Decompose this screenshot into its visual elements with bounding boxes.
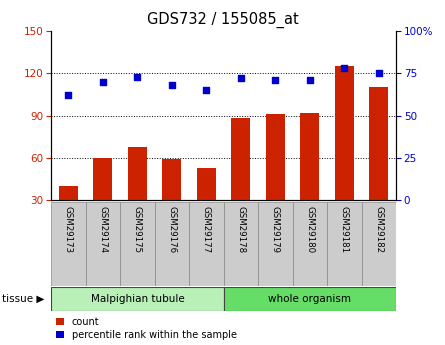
Point (237, 76, 244, 81)
Point (375, 71, 382, 76)
Bar (224, 287, 396, 310)
Text: whole organism: whole organism (268, 294, 352, 304)
Point (341, 66, 348, 71)
Bar (231, 118, 251, 242)
Point (65, 92, 72, 98)
Bar (128, 147, 147, 242)
Point (306, 77, 313, 83)
Bar (327, 202, 362, 286)
Bar (293, 202, 327, 286)
Bar (266, 114, 285, 242)
Text: GSM29178: GSM29178 (236, 206, 245, 253)
Text: GSM29176: GSM29176 (167, 206, 176, 253)
Bar (93, 158, 113, 242)
Bar (362, 202, 396, 286)
Point (272, 77, 279, 83)
Point (168, 82, 175, 88)
Bar (197, 168, 216, 242)
Point (203, 87, 210, 93)
Text: GSM29175: GSM29175 (133, 206, 142, 253)
Bar (258, 202, 293, 286)
Text: GSM29181: GSM29181 (340, 206, 349, 253)
Bar (162, 159, 182, 242)
Text: GSM29180: GSM29180 (305, 206, 314, 253)
Text: GSM29179: GSM29179 (271, 206, 280, 253)
Bar (51, 202, 85, 286)
Bar (120, 202, 155, 286)
Bar (51, 287, 224, 310)
Bar (224, 202, 258, 286)
Text: GSM29182: GSM29182 (374, 206, 383, 253)
Bar (86, 202, 120, 286)
Text: GSM29174: GSM29174 (98, 206, 107, 253)
Bar (300, 113, 320, 242)
Bar (335, 66, 354, 242)
Bar (155, 202, 189, 286)
Text: tissue ▶: tissue ▶ (2, 294, 44, 304)
Point (99, 79, 106, 85)
Text: GSM29173: GSM29173 (64, 206, 73, 253)
Legend: count, percentile rank within the sample: count, percentile rank within the sample (56, 317, 237, 340)
Bar (369, 87, 388, 242)
Bar (59, 186, 78, 242)
Text: Malpighian tubule: Malpighian tubule (90, 294, 184, 304)
Text: GSM29177: GSM29177 (202, 206, 211, 253)
Point (134, 74, 141, 79)
Text: GDS732 / 155085_at: GDS732 / 155085_at (146, 12, 299, 28)
Bar (189, 202, 224, 286)
